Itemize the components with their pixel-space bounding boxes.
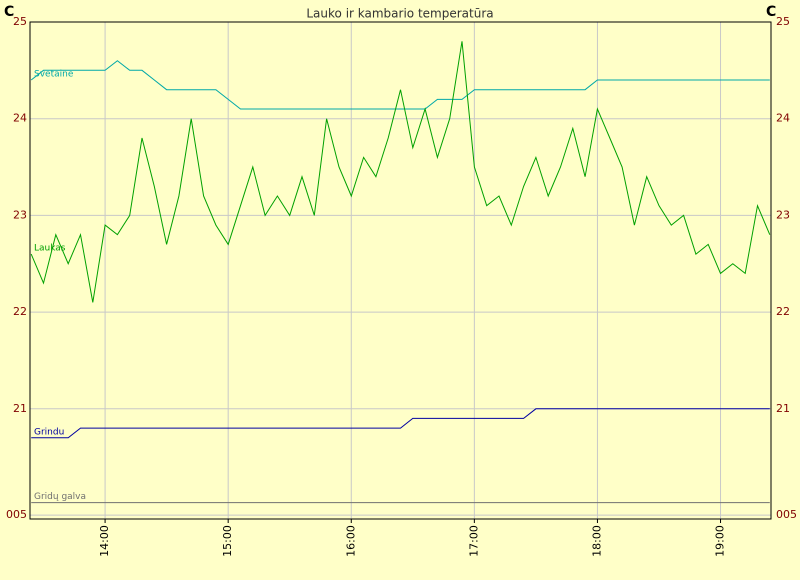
series-line <box>30 41 771 303</box>
x-tick-label: 16:00 <box>344 525 357 557</box>
y2-axis-label: C <box>766 4 776 20</box>
y-tick-label: 24 <box>13 112 27 125</box>
x-tick-label: 14:00 <box>98 525 111 557</box>
y-tick-label: 21 <box>13 402 27 415</box>
y-tick-label: 005 <box>6 508 27 521</box>
x-tick-label: 15:00 <box>221 525 234 557</box>
series-line <box>31 408 770 439</box>
y2-tick-label: 22 <box>776 305 790 318</box>
y2-tick-label: 23 <box>776 208 790 221</box>
series-line <box>30 60 770 110</box>
series-label: Svetaine <box>34 70 74 80</box>
y-tick-label: 22 <box>13 305 27 318</box>
y2-tick-label: 24 <box>776 112 790 125</box>
y2-tick-label: 21 <box>776 402 790 415</box>
y2-tick-label: 25 <box>776 15 790 28</box>
chart-title: Lauko ir kambario temperatūra <box>306 7 493 21</box>
x-tick-label: 18:00 <box>590 525 603 557</box>
plot-frame <box>29 21 772 520</box>
series-label: Laukas <box>34 244 66 254</box>
y2-tick-label: 005 <box>776 508 797 521</box>
series-label: Gridų galva <box>34 492 86 502</box>
y-tick-label: 23 <box>13 208 27 221</box>
y-tick-label: 25 <box>13 15 27 28</box>
y-axis-label: C <box>4 4 14 20</box>
series-label: Grindu <box>34 427 64 437</box>
x-tick-label: 17:00 <box>467 525 480 557</box>
x-tick-label: 19:00 <box>714 525 727 557</box>
